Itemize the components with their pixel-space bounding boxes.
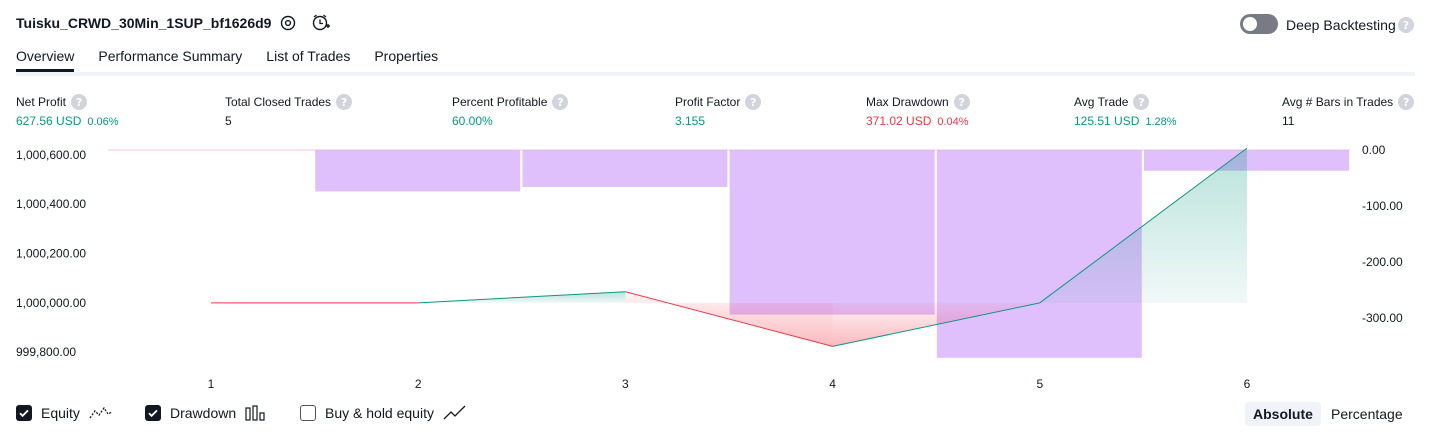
- buy-hold-line-icon: [443, 405, 466, 420]
- y-right-tick-label: -200.00: [1362, 255, 1403, 269]
- tab-performance-summary[interactable]: Performance Summary: [98, 48, 243, 64]
- y-left-tick-label: 1,000,400.00: [16, 197, 86, 211]
- percentage-mode-button[interactable]: Percentage: [1331, 406, 1403, 422]
- tabs-divider: [16, 72, 1415, 76]
- tab-overview[interactable]: Overview: [16, 48, 75, 72]
- y-right-tick-label: -100.00: [1362, 199, 1403, 213]
- metric-percent: 0.04%: [937, 116, 969, 128]
- toggle-knob: [1243, 17, 1257, 31]
- equity-line-icon: [89, 406, 113, 419]
- metric-value: 371.02 USD: [866, 114, 932, 128]
- metric-avg-trade: Avg Trade? 125.51 USD 1.28%: [1074, 94, 1177, 128]
- y-right-tick-label: 0.00: [1362, 143, 1386, 157]
- drawdown-bar: [315, 150, 521, 192]
- metric-percent: 1.28%: [1145, 116, 1177, 128]
- metric-label: Profit Factor: [675, 95, 741, 109]
- equity-line-segment: [418, 291, 626, 304]
- legend-equity-label: Equity: [41, 405, 80, 421]
- metric-max-drawdown: Max Drawdown? 371.02 USD 0.04%: [866, 94, 970, 128]
- metric-label: Avg Trade: [1074, 95, 1129, 109]
- metric-label: Total Closed Trades: [225, 95, 332, 109]
- metric-profit-factor: Profit Factor? 3.155: [675, 94, 762, 128]
- drawdown-bars-icon: [245, 405, 265, 421]
- deep-backtesting-label: Deep Backtesting: [1286, 17, 1396, 33]
- legend-equity[interactable]: Equity: [16, 405, 113, 421]
- equity-checkbox[interactable]: [16, 405, 32, 421]
- metric-value: 125.51 USD: [1074, 114, 1140, 128]
- metric-percent-profitable: Percent Profitable? 60.00%: [452, 94, 569, 128]
- info-icon[interactable]: ?: [953, 94, 970, 110]
- legend-buyhold-label: Buy & hold equity: [325, 405, 434, 421]
- metric-net-profit: Net Profit? 627.56 USD 0.06%: [16, 94, 119, 128]
- buy-hold-checkbox[interactable]: [300, 405, 316, 421]
- info-icon[interactable]: ?: [71, 94, 88, 110]
- drawdown-bar: [522, 150, 728, 187]
- x-tick-label: 4: [829, 377, 836, 391]
- metric-value: 5: [225, 114, 232, 128]
- metric-percent: 0.06%: [87, 116, 119, 128]
- info-icon[interactable]: ?: [1398, 94, 1415, 110]
- info-icon[interactable]: ?: [336, 94, 353, 110]
- y-left-tick-label: 999,800.00: [16, 345, 76, 359]
- legend-buy-hold-equity[interactable]: Buy & hold equity: [300, 405, 467, 421]
- metric-value: 60.00%: [452, 114, 493, 128]
- metric-value: 627.56 USD: [16, 114, 82, 128]
- metric-label: Max Drawdown: [866, 95, 949, 109]
- add-alert-clock-icon[interactable]: [311, 13, 331, 33]
- equity-line-segment: [625, 291, 833, 347]
- metric-label: Net Profit: [16, 95, 67, 109]
- legend-drawdown[interactable]: Drawdown: [145, 405, 267, 421]
- x-tick-label: 6: [1244, 377, 1251, 391]
- y-left-tick-label: 1,000,600.00: [16, 148, 86, 162]
- x-tick-label: 1: [208, 377, 215, 391]
- absolute-mode-button[interactable]: Absolute: [1245, 402, 1321, 426]
- help-icon[interactable]: ?: [1398, 17, 1414, 33]
- equity-line-segment: [1039, 147, 1248, 304]
- drawdown-bar: [729, 150, 935, 315]
- metric-value: 11: [1282, 114, 1295, 128]
- metric-label: Percent Profitable: [452, 95, 548, 109]
- metric-total-closed-trades: Total Closed Trades? 5: [225, 94, 353, 128]
- equity-line-segment: [832, 302, 1040, 347]
- info-icon[interactable]: ?: [745, 94, 762, 110]
- equity-drawdown-chart[interactable]: 1,000,600.00 1,000,400.00 1,000,200.00 1,00…: [0, 140, 1431, 395]
- x-tick-label: 3: [622, 377, 629, 391]
- tab-list-of-trades[interactable]: List of Trades: [266, 48, 351, 64]
- tab-properties[interactable]: Properties: [374, 48, 439, 64]
- y-left-tick-label: 1,000,200.00: [16, 247, 86, 261]
- metric-avg-bars-in-trades: Avg # Bars in Trades? 11: [1282, 94, 1415, 128]
- metric-label: Avg # Bars in Trades: [1282, 95, 1394, 109]
- y-right-tick-label: -300.00: [1362, 311, 1403, 325]
- drawdown-checkbox[interactable]: [145, 405, 161, 421]
- legend-drawdown-label: Drawdown: [170, 405, 237, 421]
- report-tabs: Overview Performance Summary List of Tra…: [16, 48, 438, 72]
- y-left-tick-label: 1,000,000.00: [16, 296, 86, 310]
- metric-value: 3.155: [675, 114, 706, 128]
- strategy-title: Tuisku_CRWD_30Min_1SUP_bf1626d9: [16, 15, 272, 31]
- info-icon[interactable]: ?: [1133, 94, 1150, 110]
- x-tick-label: 2: [415, 377, 422, 391]
- deep-backtesting-toggle[interactable]: [1240, 14, 1278, 34]
- x-tick-label: 5: [1036, 377, 1043, 391]
- info-icon[interactable]: ?: [552, 94, 569, 110]
- settings-gear-icon[interactable]: [278, 13, 298, 33]
